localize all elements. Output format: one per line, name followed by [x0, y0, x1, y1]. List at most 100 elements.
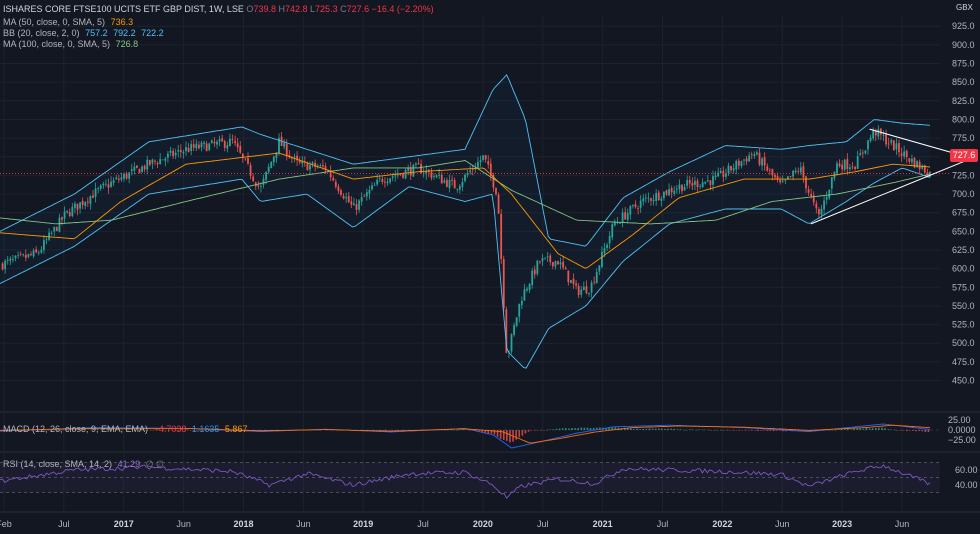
price-tick-label: 700.0 — [952, 189, 975, 199]
macd-histogram-bar — [168, 429, 170, 431]
macd-histogram-bar — [887, 429, 889, 430]
candle-body — [903, 151, 906, 157]
symbol-header[interactable]: ISHARES CORE FTSE100 UCITS ETF GBP DIST,… — [3, 4, 434, 14]
candle-body — [58, 217, 61, 232]
candle-body — [761, 158, 763, 166]
macd-tick-label: −25.00 — [948, 435, 976, 445]
candle-body — [898, 142, 900, 153]
macd-histogram-bar — [465, 429, 468, 431]
macd-pane — [0, 423, 940, 449]
macd-histogram-bar — [524, 430, 527, 434]
candle-body — [557, 261, 559, 265]
macd-histogram-bar — [490, 430, 493, 434]
macd-histogram-bar — [152, 430, 155, 431]
macd-histogram-bar — [546, 429, 548, 431]
candle-body — [802, 166, 805, 178]
candle-body — [505, 309, 508, 353]
macd-histogram-bar — [710, 430, 713, 431]
candle-body — [363, 195, 366, 197]
candle-body — [787, 176, 789, 180]
macd-histogram-bar — [719, 429, 722, 431]
macd-histogram-bar — [840, 429, 843, 430]
macd-histogram-bar — [137, 429, 139, 431]
candle-body — [169, 150, 172, 153]
macd-histogram-bar — [561, 428, 564, 430]
candle-body — [278, 137, 280, 154]
price-axis: 450.0 475.0 500.0 525.0 550.0 575.0 600.0 625.0… — [948, 21, 978, 490]
candle-body — [647, 197, 650, 199]
macd-histogram-bar — [924, 430, 927, 432]
price-tick-label: 525.0 — [952, 320, 975, 330]
macd-histogram-bar — [552, 429, 555, 430]
candle-body — [229, 138, 231, 147]
legend-rsi-label: RSI (14, close, SMA, 14, 2) — [3, 459, 113, 469]
candle-body — [156, 162, 159, 165]
macd-histogram-bar — [781, 430, 784, 432]
macd-histogram-bar — [899, 430, 902, 431]
candle-body — [415, 163, 417, 165]
candle-body — [172, 150, 174, 157]
legend-ma100[interactable]: MA (100, close, 0, SMA, 5) 726.8 — [3, 39, 138, 49]
legend-macd[interactable]: MACD (12, 26, close, 9, EMA, EMA) −4.703… — [3, 424, 247, 434]
candle-body — [252, 176, 255, 181]
candle-body — [892, 140, 895, 151]
macd-histogram-bar — [496, 430, 499, 437]
candle-body — [812, 195, 815, 203]
candle-body — [559, 262, 562, 265]
macd-histogram-bar — [692, 429, 694, 431]
time-tick-label: 2018 — [233, 519, 253, 529]
macd-histogram-bar — [109, 428, 111, 430]
candle-body — [347, 196, 350, 203]
macd-histogram-bar — [509, 430, 511, 443]
macd-histogram-bar — [732, 430, 734, 431]
macd-histogram-bar — [611, 426, 614, 430]
candle-body — [815, 203, 818, 209]
candle-body — [146, 159, 149, 170]
macd-histogram-bar — [499, 430, 502, 439]
candle-body — [471, 169, 474, 170]
macd-histogram-bar — [515, 430, 517, 440]
candle-body — [174, 152, 177, 156]
candle-body — [856, 156, 859, 169]
candle-body — [187, 147, 190, 152]
candle-body — [797, 171, 800, 172]
rsi-tick-label: 60.00 — [955, 465, 978, 475]
candle-body — [420, 164, 422, 174]
macd-histogram-bar — [639, 429, 641, 430]
macd-histogram-bar — [53, 429, 56, 431]
candle-body — [200, 142, 203, 148]
candle-body — [208, 143, 211, 150]
macd-histogram-bar — [44, 429, 46, 431]
candle-body — [448, 179, 451, 189]
candle-body — [743, 159, 745, 161]
candle-body — [673, 190, 676, 194]
macd-histogram-bar — [462, 429, 465, 430]
macd-histogram-bar — [651, 428, 654, 430]
candle-body — [629, 205, 632, 215]
candle-body — [794, 170, 797, 173]
macd-histogram-bar — [850, 429, 852, 430]
candle-body — [864, 150, 867, 154]
candle-body — [440, 174, 443, 184]
macd-histogram-bar — [568, 428, 570, 430]
time-tick-label: Jul — [417, 519, 429, 529]
candle-body — [257, 185, 260, 187]
candle-body — [115, 177, 118, 179]
candle-body — [619, 222, 621, 224]
candle-body — [590, 282, 593, 293]
candle-body — [425, 170, 428, 174]
price-tick-label: 825.0 — [952, 96, 975, 106]
bollinger-lower-line — [0, 167, 931, 369]
candle-body — [329, 170, 332, 178]
legend-bb[interactable]: BB (20, close, 2, 0) 757.2 792.2 722.2 — [3, 28, 164, 38]
candle-body — [810, 193, 813, 197]
legend-ma50[interactable]: MA (50, close, 0, SMA, 5) 736.3 — [3, 17, 133, 27]
candle-body — [595, 272, 598, 284]
candle-body — [660, 198, 663, 201]
legend-rsi[interactable]: RSI (14, close, SMA, 14, 2) 41.29 ∅ ∅ — [3, 459, 164, 470]
macd-histogram-bar — [682, 429, 685, 431]
macd-histogram-bar — [196, 430, 198, 431]
candle-body — [99, 185, 102, 189]
candle-body — [608, 236, 611, 244]
